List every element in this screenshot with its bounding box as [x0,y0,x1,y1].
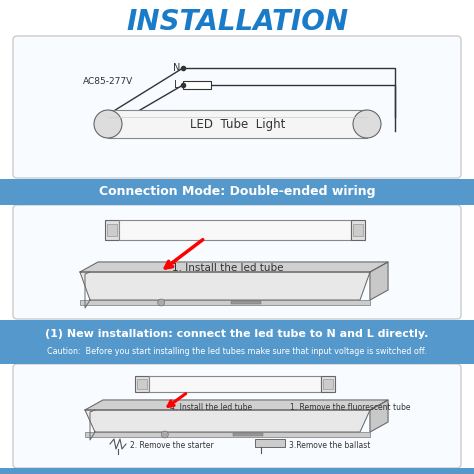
Bar [183,81,211,89]
Polygon shape [80,272,370,300]
Circle shape [353,110,381,138]
Circle shape [161,431,168,438]
FancyBboxPatch shape [13,36,461,178]
Bar [0,179,474,205]
Bar [353,224,363,236]
FancyBboxPatch shape [13,364,461,468]
Polygon shape [80,262,388,272]
Bar [85,432,370,437]
Bar [149,376,321,392]
Polygon shape [85,410,370,432]
Bar [233,433,263,436]
Text: N: N [173,63,180,73]
Polygon shape [85,400,388,410]
Bar [351,220,365,240]
Text: (1) New installation: connect the led tube to N and L directly.: (1) New installation: connect the led tu… [46,329,428,339]
Bar [107,224,117,236]
Text: 3.Remove the ballast: 3.Remove the ballast [289,441,370,450]
Text: L: L [174,80,180,90]
Text: LED  Tube  Light: LED Tube Light [190,118,285,130]
Text: 1. Remove the fluorescent tube: 1. Remove the fluorescent tube [290,402,410,411]
Text: 1. Install the led tube: 1. Install the led tube [172,263,283,273]
Circle shape [158,299,164,306]
Bar [135,376,149,392]
FancyBboxPatch shape [13,205,461,319]
Polygon shape [370,262,388,300]
Bar [321,376,335,392]
Polygon shape [370,400,388,432]
Text: 4. Install the led tube: 4. Install the led tube [170,402,252,411]
Bar [105,220,119,240]
Text: Caution:  Before you start installing the led tubes make sure that input voltage: Caution: Before you start installing the… [47,347,427,356]
Text: INSTALLATION: INSTALLATION [126,8,348,36]
Bar [255,439,285,447]
Text: Connection Mode: Double-ended wiring: Connection Mode: Double-ended wiring [99,185,375,199]
Bar [0,320,474,364]
Bar [323,379,333,389]
Bar [0,468,474,474]
Bar [231,301,261,304]
Text: 2. Remove the starter: 2. Remove the starter [130,441,214,450]
Circle shape [94,110,122,138]
Bar [80,300,370,305]
Bar [108,110,367,138]
Bar [137,379,147,389]
Text: AC85-277V: AC85-277V [83,76,133,85]
Bar [119,220,351,240]
